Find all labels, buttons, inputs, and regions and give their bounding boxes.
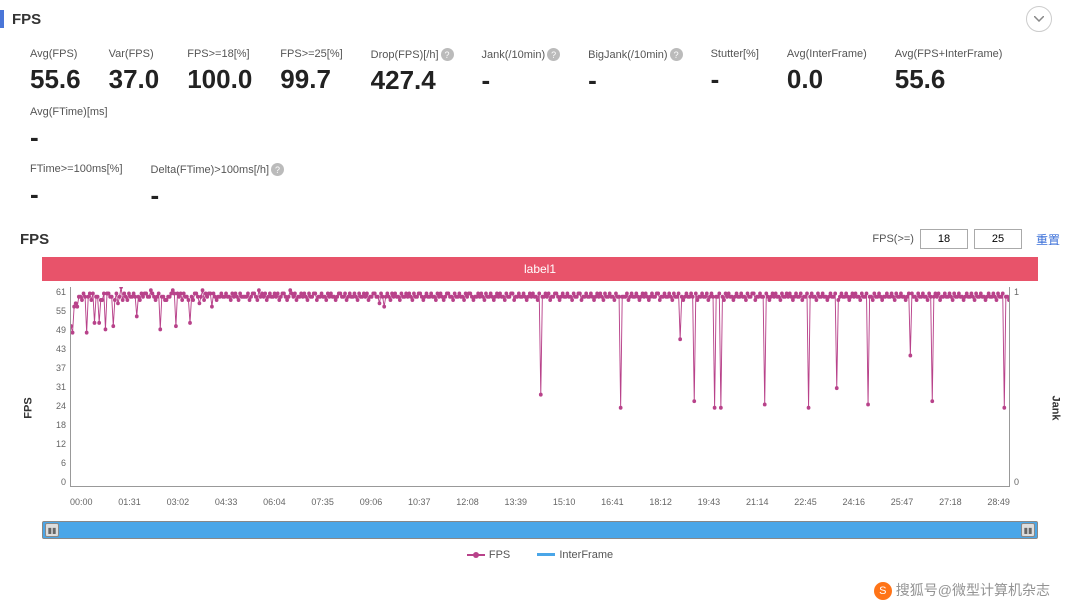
chart-legend: FPS InterFrame S搜狐号@微型计算机杂志 [20,547,1060,561]
stat-value: 0.0 [787,64,867,95]
y-axis-left-label: FPS [23,397,35,418]
fps-threshold-input-2[interactable] [974,229,1022,249]
fps-marker-icon [467,554,485,556]
plot-area[interactable] [70,287,1010,487]
chart-area: FPS Jank 61554943373124181260 10 00:0001… [42,287,1038,517]
legend-fps: FPS [489,549,510,561]
stat-label: Jank(/10min)? [482,48,561,61]
stat-value: 37.0 [109,64,160,95]
y-axis-right-label: Jank [1049,395,1061,420]
stat-item: Avg(FPS+InterFrame) 55.6 [895,48,1003,96]
stat-value: - [482,65,561,96]
stat-label: Delta(FTime)>100ms[/h]? [151,163,285,176]
chevron-down-icon [1034,16,1044,22]
help-icon[interactable]: ? [441,48,454,61]
stat-item: FTime>=100ms[%] - [30,163,123,211]
stat-label: Avg(InterFrame) [787,48,867,60]
stats-panel: Avg(FPS)55.6Var(FPS)37.0FPS>=18[%]100.0F… [0,38,1080,221]
stat-value: - [151,180,285,211]
stat-label: Avg(FPS) [30,48,81,60]
y-axis-left-ticks: 61554943373124181260 [40,287,66,487]
page-title: FPS [12,11,1026,28]
fps-threshold-input-1[interactable] [920,229,968,249]
stat-item: Var(FPS) 37.0 [109,48,160,96]
stat-label: Avg(FPS+InterFrame) [895,48,1003,60]
stat-value: 99.7 [280,64,342,95]
y-axis-right-ticks: 10 [1014,287,1040,487]
stat-item: FPS>=18[%] 100.0 [187,48,252,96]
stat-label: Stutter[%] [711,48,759,60]
stat-value: 55.6 [30,64,81,95]
help-icon[interactable]: ? [271,163,284,176]
stat-label: BigJank(/10min)? [588,48,682,61]
stat-item: Stutter[%] - [711,48,759,96]
help-icon[interactable]: ? [670,48,683,61]
stat-label: Avg(FTime)[ms] [30,106,108,118]
stat-value: - [711,64,759,95]
stat-item: Avg(InterFrame) 0.0 [787,48,867,96]
stat-value: 427.4 [371,65,454,96]
stat-item: Avg(FPS) 55.6 [30,48,81,96]
stat-item: Delta(FTime)>100ms[/h]? - [151,163,285,211]
stat-label: FPS>=25[%] [280,48,342,60]
stat-item: Jank(/10min)? - [482,48,561,96]
stat-label: Drop(FPS)[/h]? [371,48,454,61]
scroll-handle-right[interactable]: ▮▮ [1021,523,1035,537]
time-scrollbar[interactable]: ▮▮ ▮▮ [42,521,1038,539]
stat-label: Var(FPS) [109,48,160,60]
interframe-marker-icon [537,553,555,556]
scroll-handle-left[interactable]: ▮▮ [45,523,59,537]
stat-item: FPS>=25[%] 99.7 [280,48,342,96]
stat-item: Avg(FTime)[ms] - [30,106,108,153]
help-icon[interactable]: ? [547,48,560,61]
watermark: S搜狐号@微型计算机杂志 [874,580,1050,600]
legend-interframe: InterFrame [559,549,613,561]
stat-value: 100.0 [187,64,252,95]
fps-filter-label: FPS(>=) [872,233,914,245]
chart-title: FPS [20,231,872,248]
stat-label: FTime>=100ms[%] [30,163,123,175]
stat-value: - [30,122,108,153]
collapse-button[interactable] [1026,6,1052,32]
stat-value: - [588,65,682,96]
stat-label: FPS>=18[%] [187,48,252,60]
header-accent-bar [0,10,4,28]
reset-link[interactable]: 重置 [1036,231,1060,248]
label-bar[interactable]: label1 [42,257,1038,281]
stat-value: 55.6 [895,64,1003,95]
x-axis-ticks: 00:0001:3103:0204:3306:0407:3509:0610:37… [70,497,1010,507]
stat-value: - [30,179,123,210]
stat-item: Drop(FPS)[/h]? 427.4 [371,48,454,96]
stat-item: BigJank(/10min)? - [588,48,682,96]
